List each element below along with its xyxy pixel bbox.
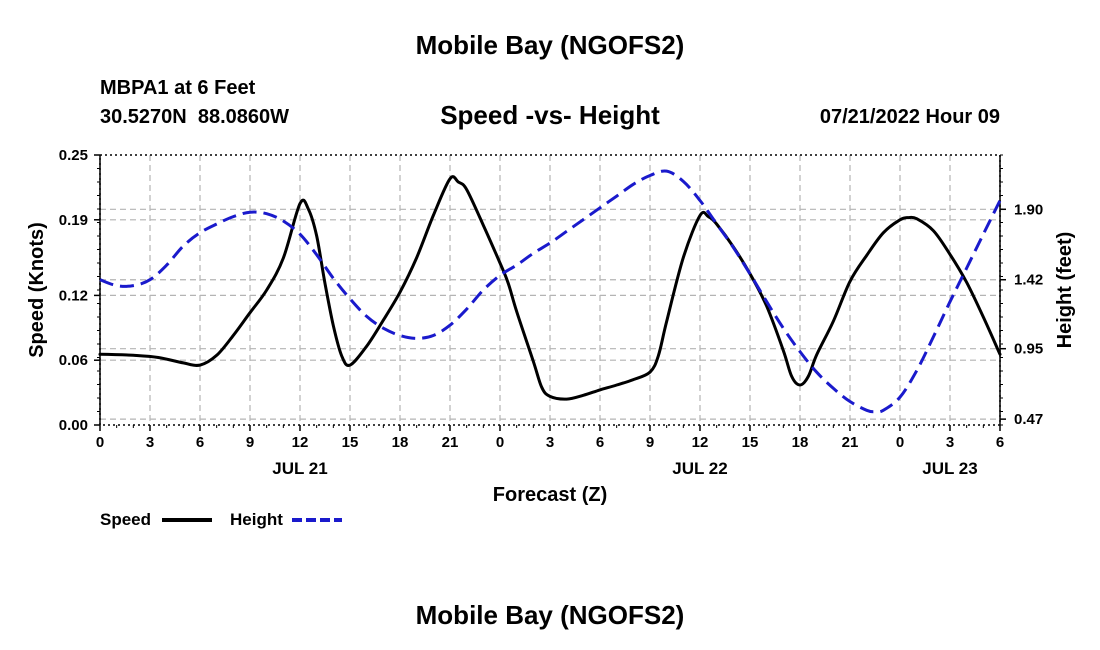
series [98,169,1002,414]
y-tick-label: 0.25 [59,147,88,164]
y-tick-label: 0.12 [59,287,88,304]
forecast-timestamp: 07/21/2022 Hour 09 [819,106,1000,128]
station-coordinates: 30.5270N 88.0860W [100,106,290,128]
x-tick-label: 3 [546,434,554,451]
x-tick-label: 6 [196,434,204,451]
date-label: JUL 21 [272,459,327,478]
grid [100,155,1000,425]
series-speed-line [98,175,1002,401]
y2-tick-label: 1.42 [1014,272,1043,289]
y-axis-label: Speed (Knots) [26,222,48,358]
y-tick-label: 0.00 [59,417,88,434]
x-tick-label: 9 [246,434,254,451]
date-label: JUL 23 [922,459,977,478]
x-tick-label: 18 [392,434,409,451]
y2-tick-label: 0.95 [1014,341,1043,358]
chart-subtitle: Speed -vs- Height [440,100,660,130]
y2-axis-label: Height (feet) [1054,232,1076,349]
legend-height-label: Height [230,510,283,529]
station-name: MBPA1 at 6 Feet [100,77,256,99]
legend: Speed Height [100,510,342,529]
x-tick-label: 12 [692,434,709,451]
x-tick-label: 0 [896,434,904,451]
speed-height-chart: 0 3 6 9 12 15 18 21 0 3 6 9 12 15 18 21 0 3 6 JUL 21 JUL 22 J… [26,147,1076,529]
x-tick-label: 6 [996,434,1004,451]
x-tick-label: 21 [442,434,459,451]
x-tick-label: 12 [292,434,309,451]
x-tick-label: 0 [496,434,504,451]
y-tick-label: 0.06 [59,352,88,369]
footer-title: Mobile Bay (NGOFS2) [415,600,685,630]
y2-tick-label: 1.90 [1014,201,1043,218]
legend-speed-label: Speed [100,510,151,529]
x-tick-label: 15 [742,434,759,451]
x-tick-label: 0 [96,434,104,451]
chart-title: Mobile Bay (NGOFS2) [415,30,685,60]
y-tick-label: 0.19 [59,212,88,229]
y2-tick-label: 0.47 [1014,411,1043,428]
x-tick-label: 9 [646,434,654,451]
date-label: JUL 22 [672,459,727,478]
x-tick-label: 21 [842,434,859,451]
x-axis-label: Forecast (Z) [493,484,607,506]
x-tick-label: 18 [792,434,809,451]
x-tick-label: 3 [146,434,154,451]
series-height-line [99,169,1002,414]
x-tick-label: 15 [342,434,359,451]
x-tick-label: 3 [946,434,954,451]
x-tick-label: 6 [596,434,604,451]
ticks: 0 3 6 9 12 15 18 21 0 3 6 9 12 15 18 21 0 3 6 JUL 21 JUL 22 J… [59,147,1043,478]
